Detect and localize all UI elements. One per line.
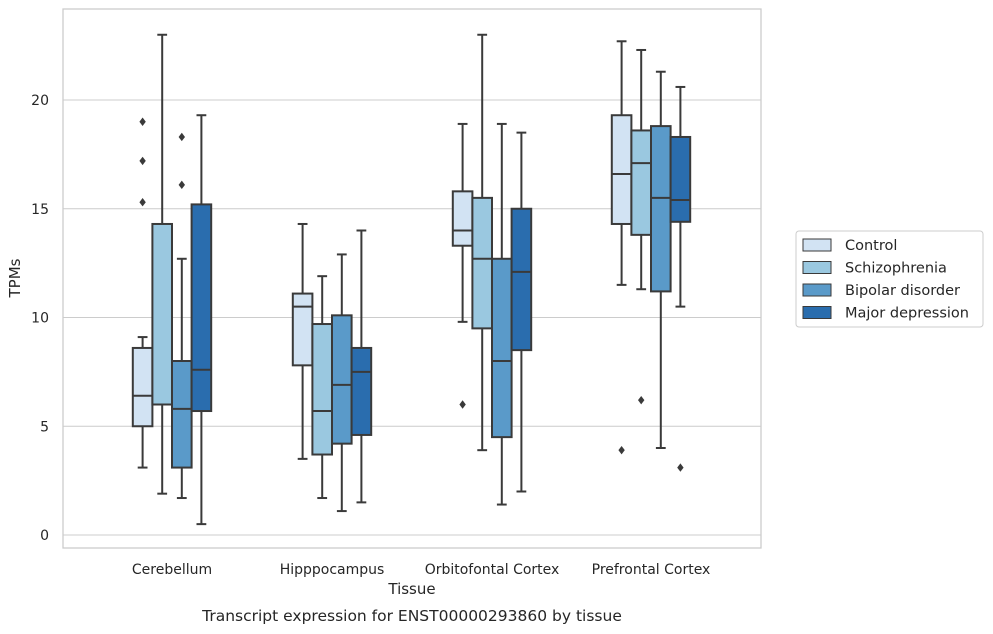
legend-label: Control xyxy=(845,238,897,254)
box xyxy=(331,253,353,513)
legend-label: Bipolar disorder xyxy=(845,283,960,299)
box xyxy=(491,122,513,506)
x-axis-ticks: Cerebellum Hipppocampus Orbitofontal Corte… xyxy=(132,562,710,578)
legend-label: Major depression xyxy=(845,306,969,322)
outlier-point xyxy=(677,463,684,472)
outlier-point xyxy=(618,445,625,455)
outlier-point xyxy=(139,156,146,166)
box-iqr xyxy=(131,346,154,428)
outlier-point xyxy=(638,395,645,405)
box-iqr xyxy=(510,207,533,352)
legend-swatch xyxy=(802,238,832,252)
outlier-point xyxy=(139,117,146,126)
legend-swatch xyxy=(802,283,832,297)
y-axis-ticks: 0 5 10 15 20 xyxy=(31,93,49,544)
outlier-point xyxy=(459,400,466,409)
box-iqr xyxy=(650,125,672,293)
x-tick-label: Orbitofontal Cortex xyxy=(425,562,560,578)
y-tick-label: 10 xyxy=(31,311,49,327)
box xyxy=(151,33,173,495)
box xyxy=(131,117,154,469)
y-tick-label: 0 xyxy=(40,528,49,544)
series-schizophrenia xyxy=(151,33,653,500)
box xyxy=(311,275,333,500)
box-plot-series xyxy=(131,33,692,526)
box-iqr xyxy=(190,203,213,413)
box xyxy=(669,85,692,472)
legend-swatch xyxy=(802,306,832,319)
box xyxy=(350,229,373,504)
y-tick-label: 5 xyxy=(40,419,49,435)
box-iqr xyxy=(331,314,353,445)
box-iqr xyxy=(151,222,173,406)
box xyxy=(630,48,653,405)
y-axis-label: TPMs xyxy=(6,258,24,298)
legend-label: Schizophrenia xyxy=(845,261,947,277)
box-iqr xyxy=(491,257,513,439)
outlier-point xyxy=(178,132,185,142)
outlier-point xyxy=(139,198,146,207)
box xyxy=(610,40,633,455)
legend: Control Schizophrenia Bipolar disorder Majo… xyxy=(795,230,984,328)
chart-caption: Transcript expression for ENST0000029386… xyxy=(201,607,622,625)
y-tick-label: 15 xyxy=(31,202,49,218)
box xyxy=(190,114,213,526)
box-iqr xyxy=(291,292,314,367)
series-bipolar-disorder xyxy=(171,70,672,513)
legend-swatch xyxy=(802,261,832,274)
box-iqr xyxy=(350,346,373,436)
box xyxy=(171,132,193,500)
box-iqr xyxy=(669,135,692,223)
x-axis-label: Tissue xyxy=(387,580,435,598)
series-major-depression xyxy=(190,85,692,526)
x-tick-label: Cerebellum xyxy=(132,562,212,578)
box xyxy=(291,222,314,460)
x-tick-label: Prefrontal Cortex xyxy=(592,562,711,578)
box xyxy=(471,33,493,452)
box-iqr xyxy=(451,190,474,247)
box-iqr xyxy=(311,323,333,456)
box-iqr xyxy=(471,196,493,330)
box xyxy=(510,131,533,493)
box xyxy=(650,70,672,449)
legend-frame xyxy=(795,230,984,328)
plot-frame xyxy=(62,8,762,549)
box xyxy=(451,122,474,409)
x-tick-label: Hipppocampus xyxy=(280,562,385,578)
box-iqr xyxy=(630,129,653,236)
box-iqr xyxy=(610,114,633,225)
box-iqr xyxy=(171,360,193,469)
outlier-point xyxy=(178,180,185,190)
y-tick-label: 20 xyxy=(31,93,49,109)
